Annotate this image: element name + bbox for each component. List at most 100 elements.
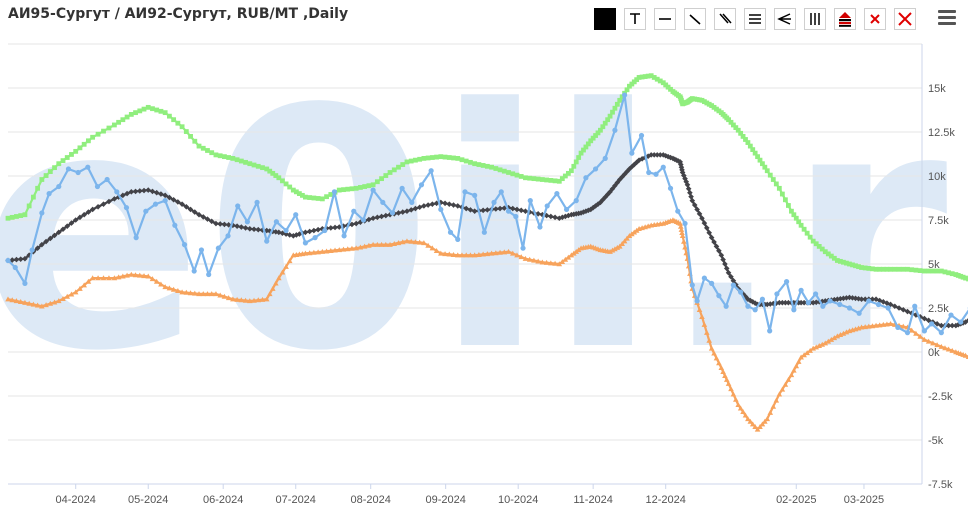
data-point: [598, 127, 603, 133]
data-point: [604, 191, 611, 198]
data-point: [459, 252, 465, 258]
fill-color-icon[interactable]: [594, 8, 616, 30]
text-tool-icon[interactable]: [624, 8, 646, 30]
x-tick-label: 03-2025: [844, 494, 884, 506]
y-tick-label: 0k: [928, 347, 940, 359]
data-point: [929, 321, 935, 327]
data-point: [196, 211, 202, 218]
data-point: [302, 240, 309, 246]
data-point: [9, 257, 16, 263]
data-point: [106, 125, 112, 131]
data-point: [714, 106, 719, 112]
data-point: [921, 315, 928, 322]
data-point: [30, 301, 37, 307]
data-point: [548, 213, 554, 220]
data-point: [191, 290, 198, 296]
data-point: [72, 217, 79, 223]
trend-line-icon[interactable]: [684, 8, 706, 30]
data-point: [501, 168, 507, 174]
data-point: [750, 147, 756, 152]
hamburger-menu-icon[interactable]: [938, 10, 956, 26]
data-point: [389, 210, 396, 216]
data-point: [738, 130, 744, 136]
data-point: [565, 212, 572, 219]
data-point: [413, 157, 418, 163]
horizontal-line-icon[interactable]: [654, 8, 676, 30]
data-point: [849, 295, 856, 301]
data-point: [760, 161, 765, 167]
data-point: [26, 300, 32, 306]
data-point: [225, 295, 232, 301]
data-point: [128, 112, 134, 117]
data-point: [887, 321, 894, 327]
y-tick-label: -7.5k: [928, 479, 953, 491]
data-point: [283, 227, 289, 234]
data-point: [254, 199, 260, 205]
data-point: [416, 204, 423, 211]
data-point: [81, 211, 87, 218]
data-point: [819, 298, 826, 305]
data-point: [913, 267, 919, 273]
data-point: [762, 418, 768, 424]
data-point: [162, 192, 168, 199]
data-point: [94, 183, 101, 190]
data-point: [527, 198, 533, 204]
data-point: [578, 210, 584, 216]
data-point: [150, 106, 155, 112]
data-point: [336, 224, 343, 230]
data-point: [565, 254, 572, 260]
data-point: [837, 332, 844, 338]
data-point: [328, 192, 334, 197]
data-point: [523, 175, 528, 181]
data-point: [544, 177, 550, 183]
vertical-lines-icon[interactable]: [804, 8, 826, 30]
data-point: [467, 252, 474, 258]
data-point: [522, 208, 529, 214]
data-point: [247, 161, 253, 167]
data-point: [938, 330, 944, 336]
data-point: [472, 192, 478, 198]
data-point: [315, 196, 321, 201]
data-point: [196, 291, 202, 297]
fibonacci-icon[interactable]: [834, 8, 856, 30]
data-point: [755, 154, 760, 160]
data-point: [370, 241, 376, 247]
fan-lines-icon[interactable]: [774, 8, 796, 30]
data-point: [158, 281, 164, 287]
data-point: [619, 94, 625, 100]
remove-one-icon[interactable]: [864, 8, 886, 30]
data-point: [198, 247, 205, 253]
data-point: [653, 171, 659, 177]
data-point: [145, 104, 151, 110]
data-point: [133, 110, 138, 116]
data-point: [747, 143, 753, 149]
data-point: [953, 272, 959, 277]
data-point: [264, 166, 270, 172]
data-point: [290, 187, 296, 193]
data-point: [949, 271, 955, 277]
x-tick-label: 08-2024: [351, 494, 391, 506]
data-point: [463, 158, 469, 164]
data-point: [804, 350, 810, 356]
data-point: [938, 322, 945, 329]
remove-all-icon[interactable]: [894, 8, 916, 30]
data-point: [786, 203, 791, 208]
data-point: [217, 292, 223, 298]
data-point: [762, 164, 768, 170]
data-point: [638, 132, 645, 139]
data-point: [188, 134, 193, 139]
data-point: [217, 221, 223, 227]
data-point: [14, 214, 19, 219]
data-point: [725, 380, 732, 386]
data-point: [234, 157, 240, 163]
data-point: [493, 206, 499, 212]
data-point: [191, 209, 198, 215]
horizontal-lines-icon[interactable]: [744, 8, 766, 30]
data-point: [149, 276, 156, 282]
data-point: [709, 103, 715, 108]
data-point: [263, 296, 270, 302]
data-point: [409, 199, 415, 205]
data-point: [217, 153, 223, 159]
data-point: [827, 298, 833, 304]
parallel-lines-icon[interactable]: [714, 8, 736, 30]
